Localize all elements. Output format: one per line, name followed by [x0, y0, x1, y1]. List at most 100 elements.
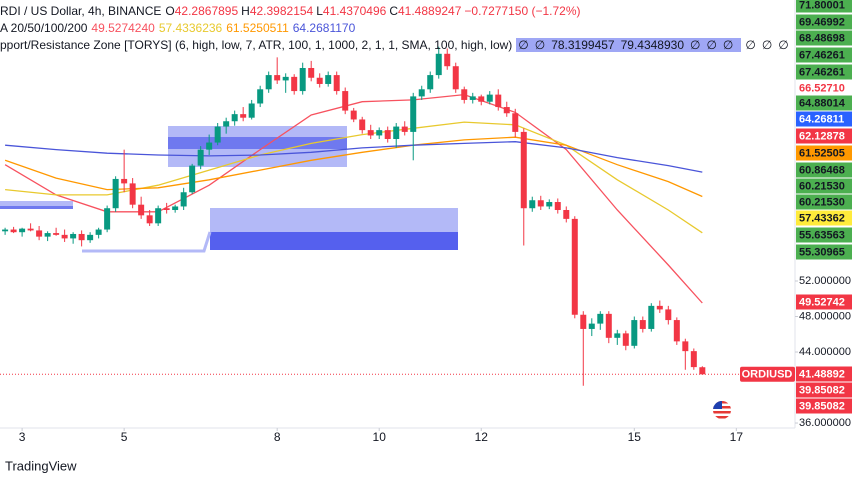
price-tag	[796, 210, 852, 226]
ma-value: 61.5250511	[226, 21, 289, 35]
candle-body	[427, 75, 434, 90]
zone-value: ∅	[745, 38, 756, 52]
zone-value: ∅	[518, 38, 529, 52]
ohlc-value: 41.4370496	[322, 4, 387, 18]
candle-body	[308, 67, 315, 78]
candle-body	[520, 131, 527, 209]
candle-body	[316, 77, 323, 84]
zone-value: ∅	[690, 38, 701, 52]
candle-body	[588, 323, 595, 329]
zone-value: ∅	[761, 38, 773, 52]
header-line: pport/Resistance Zone [TORYS] (6, high, …	[0, 38, 799, 53]
price-tag-label: 62.12878	[799, 130, 845, 142]
zones	[0, 126, 458, 253]
candle-body	[444, 53, 451, 67]
price-tag-label: 55.63563	[799, 229, 845, 241]
price-tag-label: 71.80001	[799, 0, 845, 11]
y-tick-label: 48.000000	[799, 310, 851, 322]
candle-body	[44, 233, 51, 237]
candle-body	[614, 333, 621, 338]
x-tick-label: 5	[121, 430, 128, 444]
header-line: RDI / US Dollar, 4h, BINANCE O42.2867895 H…	[0, 4, 584, 19]
candle-body	[214, 126, 221, 143]
candle-body	[10, 229, 17, 233]
candle-body	[580, 314, 587, 329]
y-tick-label: 36.000000	[799, 417, 851, 429]
candle-body	[699, 367, 706, 375]
zone-value: 79.4348930	[620, 38, 684, 52]
candle-body	[104, 208, 111, 230]
candle-body	[265, 75, 272, 90]
price-tag-label: 55.30965	[799, 246, 845, 258]
price-tag-label: 67.46261	[799, 66, 845, 78]
candle-body	[469, 96, 476, 100]
price-tag-label: 39.85082	[799, 384, 845, 396]
candle-body	[257, 89, 264, 104]
price-tag	[796, 47, 852, 63]
candle-body	[95, 229, 102, 235]
price-tag	[796, 64, 852, 80]
ma-value: 64.2681170	[292, 21, 356, 35]
price-tag	[796, 366, 852, 382]
change-label: −0.7277150 (−1.72%)	[464, 4, 581, 18]
candle-body	[563, 210, 570, 219]
candle-body	[129, 183, 136, 205]
candle-body	[163, 208, 170, 211]
candle-body	[36, 230, 43, 237]
price-tag-label: 66.52710	[799, 82, 845, 94]
candle-body	[401, 126, 408, 132]
symbol-title: RDI / US Dollar, 4h, BINANCE	[0, 4, 162, 18]
price-tag-label: 64.26811	[799, 113, 844, 125]
y-tick-label: 52.000000	[799, 275, 851, 287]
candle-body	[571, 218, 578, 315]
candle-body	[435, 53, 442, 76]
candle-body	[61, 234, 68, 239]
price-tag	[796, 14, 852, 30]
candle-body	[478, 96, 485, 102]
ohlc-key: H	[241, 4, 250, 18]
symbol-tag	[740, 366, 795, 382]
ohlc-item: L41.4370496	[316, 4, 386, 18]
price-tag	[796, 294, 852, 310]
candle-body	[342, 91, 349, 111]
candle-body	[138, 204, 145, 216]
x-tick-label: 17	[730, 430, 744, 444]
symbol-label: ORDIUSD	[742, 369, 793, 381]
candle-body	[180, 192, 187, 207]
x-tick-label: 3	[19, 430, 26, 444]
price-tag	[796, 162, 852, 178]
candle-body	[19, 228, 26, 233]
candle-body	[554, 202, 561, 211]
candle-body	[146, 215, 153, 224]
candle-body	[495, 94, 502, 108]
candle-body	[367, 130, 374, 136]
candle-body	[291, 76, 298, 92]
candle-body	[197, 149, 204, 166]
price-tag	[796, 95, 852, 111]
zone-edge	[82, 231, 212, 253]
price-tag-label: 49.52742	[799, 296, 845, 308]
candle-body	[648, 305, 655, 329]
ohlc-key: L	[316, 4, 323, 18]
candle-body	[274, 75, 281, 81]
candle-body	[325, 75, 332, 84]
price-tag-label: 57.43362	[799, 212, 845, 224]
x-tick-label: 8	[274, 430, 281, 444]
candle-body	[240, 114, 247, 118]
price-tag	[796, 128, 852, 144]
candle-body	[87, 234, 94, 241]
price-tag	[796, 398, 852, 414]
candle-body	[622, 333, 629, 346]
price-tag	[796, 80, 852, 96]
candle-body	[631, 320, 638, 346]
price-tag-label: 68.48698	[799, 32, 845, 44]
candle-body	[223, 121, 230, 127]
price-tag	[796, 244, 852, 260]
price-tag	[796, 145, 852, 161]
candle-body	[682, 341, 689, 352]
zone	[0, 201, 73, 207]
ohlc-value: 42.3982154	[249, 4, 314, 18]
candle-body	[690, 351, 697, 368]
ohlc-item: C41.4889247	[389, 4, 461, 18]
